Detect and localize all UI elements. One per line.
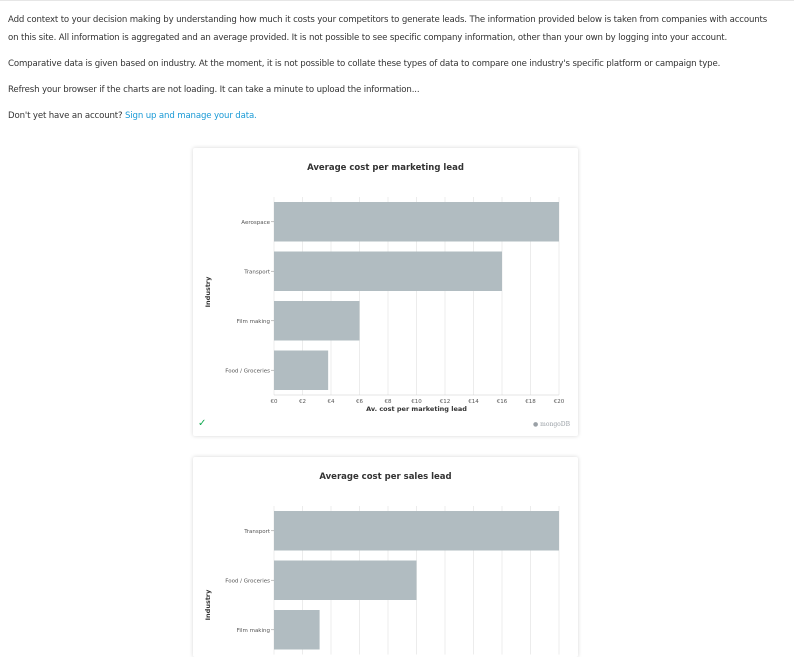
- category-label: Film making: [237, 628, 270, 634]
- x-tick-label: €6: [356, 399, 363, 405]
- intro-paragraph-1: Add context to your decision making by u…: [8, 15, 768, 43]
- intro-paragraph-4: Don't yet have an account? Sign up and m…: [8, 107, 778, 125]
- sales-lead-chart: Transport Food / Groceries Film making Indu…: [204, 506, 560, 655]
- bar: [274, 251, 502, 291]
- x-tick-label: €16: [497, 399, 508, 405]
- x-tick-label: €20: [554, 399, 565, 405]
- bar: [274, 350, 329, 390]
- category-label: Aerospace: [241, 220, 270, 226]
- y-axis-label: Industry: [204, 589, 212, 621]
- bar: [274, 202, 559, 242]
- bar: [274, 560, 417, 600]
- x-tick-label: €14: [468, 399, 479, 405]
- chart-title: Average cost per sales lead: [319, 472, 452, 482]
- intro-paragraph-2: Comparative data is given based on indus…: [8, 59, 721, 69]
- x-tick-label: €10: [411, 399, 422, 405]
- category-label: Film making: [237, 319, 270, 325]
- checkmark-icon: ✓: [198, 418, 207, 429]
- x-tick-label: €12: [440, 399, 451, 405]
- category-label: Food / Groceries: [225, 578, 270, 584]
- bar: [274, 610, 320, 650]
- y-axis-label: Industry: [204, 276, 212, 308]
- top-border: [0, 0, 794, 1]
- x-tick-label: €18: [525, 399, 536, 405]
- x-tick-label: €4: [328, 399, 335, 405]
- intro-paragraph-3: Refresh your browser if the charts are n…: [8, 85, 420, 95]
- marketing-lead-chart-card: Average cost per marketing lead Aerospac…: [193, 148, 578, 436]
- category-label: Food / Groceries: [225, 368, 270, 374]
- x-axis-label: Av. cost per marketing lead: [366, 405, 467, 413]
- bar: [274, 511, 559, 551]
- marketing-lead-chart: Aerospace Transport Film making Food / Groc…: [204, 197, 565, 413]
- x-tick-label: €2: [299, 399, 306, 405]
- mongodb-logo: ● mongoDB: [533, 421, 570, 428]
- x-tick-label: €8: [385, 399, 392, 405]
- no-account-text: Don't yet have an account?: [8, 111, 123, 121]
- bar: [274, 301, 360, 341]
- brand-label: mongoDB: [540, 421, 570, 428]
- sign-up-link[interactable]: Sign up and manage your data.: [125, 111, 257, 121]
- sales-lead-chart-card: Average cost per sales lead Transport Foo…: [193, 457, 578, 657]
- x-tick-label: €0: [271, 399, 278, 405]
- category-label: Transport: [243, 269, 271, 275]
- chart-title: Average cost per marketing lead: [307, 163, 464, 173]
- category-label: Transport: [243, 529, 271, 535]
- intro-text: Add context to your decision making by u…: [8, 11, 778, 133]
